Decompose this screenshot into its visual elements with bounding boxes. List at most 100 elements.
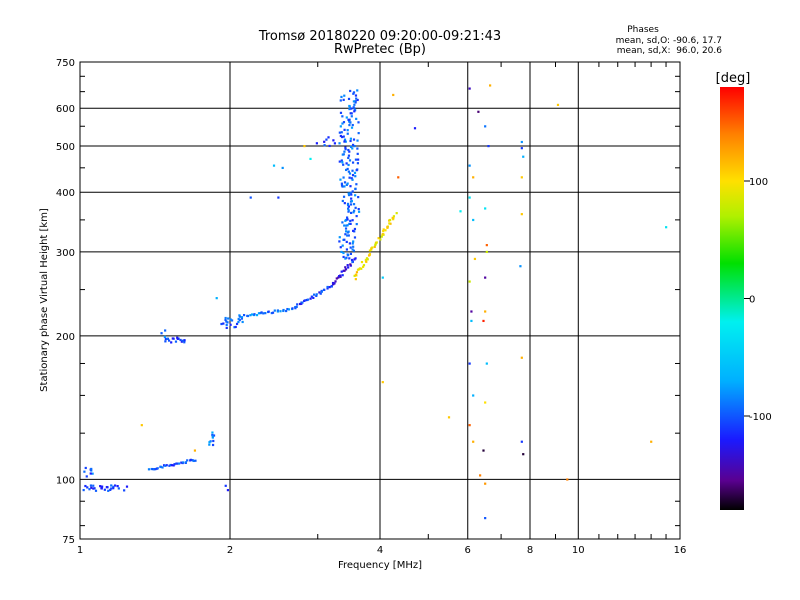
scatter-point bbox=[485, 250, 488, 254]
trace-point bbox=[340, 131, 343, 134]
scatter-point bbox=[413, 127, 417, 130]
trace-point bbox=[169, 463, 172, 467]
trace-point bbox=[379, 238, 382, 241]
trace-point bbox=[339, 274, 342, 277]
trace-point bbox=[89, 472, 92, 475]
trace-point bbox=[374, 242, 377, 245]
scatter-point bbox=[470, 310, 473, 313]
trace-point bbox=[112, 487, 115, 490]
trace-point bbox=[83, 470, 86, 473]
trace-point bbox=[348, 107, 351, 111]
trace-point bbox=[159, 465, 162, 469]
scatter-point bbox=[215, 297, 218, 300]
scatter-point bbox=[479, 474, 482, 477]
trace-point bbox=[356, 98, 359, 102]
trace-point bbox=[194, 459, 197, 462]
colorbar-tick-label: 100 bbox=[749, 177, 768, 188]
trace-point bbox=[267, 310, 270, 313]
trace-point bbox=[345, 116, 348, 119]
trace-point bbox=[350, 112, 353, 115]
trace-point bbox=[342, 153, 345, 156]
trace-point bbox=[343, 128, 346, 131]
trace-point bbox=[351, 242, 354, 245]
x-tick-label: 16 bbox=[674, 545, 687, 556]
scatter-point bbox=[484, 517, 487, 520]
colorbar-label: [deg] bbox=[716, 71, 751, 86]
trace-point bbox=[344, 140, 347, 143]
trace-point bbox=[343, 140, 346, 143]
x-tick-label: 6 bbox=[465, 545, 471, 556]
trace-point bbox=[183, 339, 186, 342]
trace-point bbox=[343, 181, 347, 184]
y-tick-label: 600 bbox=[56, 104, 75, 115]
trace-point bbox=[174, 340, 178, 343]
trace-point bbox=[238, 314, 241, 317]
trace-point bbox=[303, 299, 306, 303]
trace-point bbox=[180, 461, 183, 464]
trace-point bbox=[340, 250, 343, 254]
trace-point bbox=[352, 106, 355, 109]
trace-point bbox=[209, 440, 212, 443]
scatter-point bbox=[484, 482, 487, 485]
trace-point bbox=[240, 316, 244, 319]
trace-point bbox=[171, 337, 174, 340]
trace-point bbox=[354, 101, 357, 104]
trace-point bbox=[235, 322, 239, 326]
trace-point bbox=[358, 267, 362, 270]
trace-point bbox=[93, 487, 96, 490]
trace-point bbox=[227, 317, 230, 320]
trace-point bbox=[343, 269, 346, 272]
trace-point bbox=[347, 192, 350, 195]
trace-point bbox=[349, 211, 353, 215]
trace-point bbox=[382, 230, 385, 233]
trace-point bbox=[348, 118, 351, 121]
trace-point bbox=[356, 139, 359, 142]
trace-point bbox=[224, 318, 227, 321]
trace-point bbox=[351, 219, 354, 222]
trace-point bbox=[357, 132, 360, 135]
trace-point bbox=[178, 462, 181, 465]
trace-point bbox=[184, 461, 188, 464]
data-points bbox=[82, 84, 668, 520]
scatter-point bbox=[468, 196, 471, 199]
trace-point bbox=[319, 292, 322, 295]
trace-point bbox=[285, 309, 288, 313]
trace-point bbox=[356, 162, 360, 165]
trace-point bbox=[348, 257, 351, 260]
trace-point bbox=[353, 103, 356, 106]
trace-point bbox=[220, 322, 223, 326]
trace-point bbox=[389, 222, 392, 225]
trace-point bbox=[238, 318, 241, 322]
trace-point bbox=[347, 266, 350, 269]
trace-point bbox=[343, 238, 346, 241]
trace-point bbox=[94, 489, 98, 492]
trace-point bbox=[110, 484, 113, 487]
trace-point bbox=[357, 121, 360, 124]
trace-point bbox=[225, 326, 228, 330]
scatter-point bbox=[193, 449, 197, 452]
trace-point bbox=[342, 163, 345, 166]
trace-point bbox=[271, 311, 275, 314]
trace-point bbox=[338, 160, 341, 163]
trace-point bbox=[100, 487, 103, 490]
trace-point bbox=[354, 257, 357, 260]
trace-point bbox=[348, 104, 351, 108]
trace-point bbox=[164, 329, 167, 332]
scatter-point bbox=[472, 218, 475, 222]
trace-point bbox=[91, 472, 94, 475]
trace-point bbox=[163, 335, 167, 339]
trace-point bbox=[364, 258, 368, 261]
trace-point bbox=[342, 195, 346, 198]
trace-point bbox=[339, 125, 342, 128]
trace-point bbox=[365, 260, 368, 263]
trace-point bbox=[351, 190, 354, 193]
y-axis: 75 100 200 300 400 500 600 750 bbox=[56, 58, 680, 546]
trace-point bbox=[212, 439, 215, 443]
x-tick-label: 10 bbox=[572, 545, 585, 556]
trace-point bbox=[92, 487, 95, 490]
trace-point bbox=[362, 264, 366, 267]
trace-point bbox=[344, 148, 347, 151]
scatter-point bbox=[447, 416, 451, 419]
trace-point bbox=[338, 275, 341, 278]
trace-point bbox=[170, 341, 173, 344]
